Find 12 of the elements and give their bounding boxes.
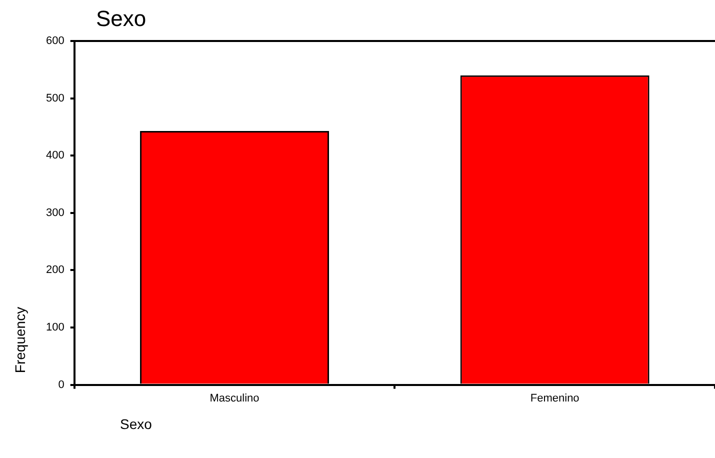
y-axis-title: Frequency xyxy=(12,306,28,374)
y-tick-label: 500 xyxy=(46,92,64,104)
chart-title: Sexo xyxy=(96,6,146,32)
y-tick-label: 300 xyxy=(46,206,64,219)
y-tick-label: 600 xyxy=(46,35,64,48)
y-tick-label: 100 xyxy=(46,322,64,334)
x-axis-title: Sexo xyxy=(120,416,152,432)
y-tick-label: 0 xyxy=(58,378,64,391)
y-tick-label: 200 xyxy=(46,264,64,276)
x-tick-label: Masculino xyxy=(210,392,260,404)
x-tick-label: Femenino xyxy=(530,392,580,404)
y-tick-label: 400 xyxy=(46,150,64,162)
